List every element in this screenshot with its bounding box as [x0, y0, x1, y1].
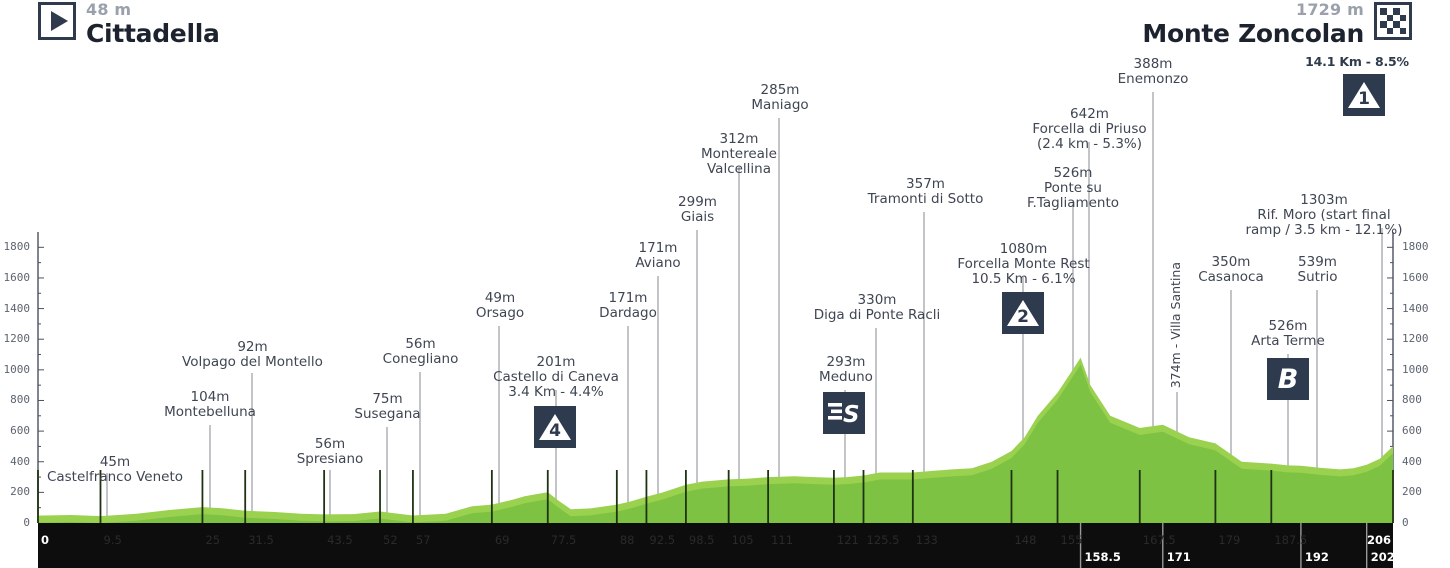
poi-label-tramonti: 357m Tramonti di Sotto [867, 176, 984, 207]
poi-label-volpago: 92m Volpago del Montello [182, 339, 323, 370]
y-tick-left-1600: 1600 [3, 270, 31, 284]
km-tick-155: 155 [1060, 533, 1083, 547]
poi-label-casanoca: 350m Casanoca [1198, 254, 1264, 285]
poi-label-enemonzo: 388m Enemonzo [1117, 56, 1189, 87]
profile-header: 48 m Cittadella 1729 m Monte Zoncolan [0, 0, 1450, 52]
y-tick-right-800: 800 [1402, 393, 1422, 407]
km-tick-125.5: 125.5 [866, 533, 900, 547]
poi-label-aviano: 171m Aviano [635, 240, 681, 271]
y-tick-right-1600: 1600 [1402, 270, 1429, 284]
start-altitude: 48 m [86, 0, 132, 19]
km-tick-lower-192: 192 [1304, 550, 1329, 564]
poi-label-castello: 201m Castello di Caneva 3.4 Km - 4.4% [493, 354, 619, 400]
poi-label-spresiano: 56m Spresiano [296, 436, 364, 467]
poi-label-castelfranco: 45m Castelfranco Veneto [46, 454, 184, 485]
km-tick-69: 69 [494, 533, 510, 547]
y-tick-right-200: 200 [1402, 485, 1422, 499]
poi-label-pontesu: 526m Ponte su F.Tagliamento [1026, 165, 1120, 211]
y-tick-left-800: 800 [10, 393, 30, 407]
final-climb-summary: 14.1 Km - 8.5% 1 [1305, 54, 1412, 116]
y-tick-right-600: 600 [1402, 424, 1422, 438]
km-tick-148: 148 [1014, 533, 1037, 547]
play-icon [50, 11, 68, 31]
y-tick-right-1400: 1400 [1402, 301, 1429, 315]
poi-label-artaterme: 526m Arta Terme [1251, 318, 1325, 349]
km-tick-167.5: 167.5 [1142, 533, 1176, 547]
y-tick-left-1800: 1800 [3, 240, 31, 254]
km-tick-lower-158.5: 158.5 [1084, 550, 1121, 564]
finish-altitude: 1729 m [1296, 0, 1364, 19]
final-climb-category: 1 [1358, 89, 1370, 109]
poi-label-montebelluna: 104m Montebelluna [164, 389, 256, 420]
km-tick-9.5: 9.5 [103, 533, 122, 547]
km-tick-206: 206 [1367, 533, 1392, 547]
km-tick-179: 179 [1218, 533, 1241, 547]
finish-city: Monte Zoncolan [1142, 19, 1364, 48]
y-tick-left-600: 600 [10, 424, 30, 438]
km-tick-lower-202: 202 [1370, 550, 1395, 564]
y-tick-right-1200: 1200 [1402, 332, 1429, 346]
poi-label-sutrio: 539m Sutrio [1297, 254, 1338, 285]
km-tick-43.5: 43.5 [327, 533, 353, 547]
intermediate-sprint-icon: S [823, 392, 865, 434]
poi-label-monterest: 1080m Forcella Monte Rest 10.5 Km - 6.1% [957, 241, 1090, 287]
km-tick-lower-171: 171 [1166, 550, 1191, 564]
poi-label-diga: 330m Diga di Ponte Racli [813, 292, 941, 323]
km-tick-187.5: 187.5 [1274, 533, 1308, 547]
bonus-sprint-icon: B [1267, 358, 1309, 400]
climb-category-1-icon: 1 [1343, 74, 1385, 116]
svg-text:S: S [843, 402, 860, 426]
km-tick-0: 0 [41, 533, 50, 547]
km-tick-133: 133 [915, 533, 938, 547]
poi-label-susegana: 75m Susegana [354, 391, 421, 422]
y-tick-left-1400: 1400 [3, 301, 31, 315]
km-tick-25: 25 [205, 533, 221, 547]
y-tick-left-1200: 1200 [3, 332, 31, 346]
poi-label-maniago: 285m Maniago [751, 82, 809, 113]
km-tick-57: 57 [415, 533, 431, 547]
y-tick-right-1800: 1800 [1402, 240, 1429, 254]
y-tick-right-1000: 1000 [1402, 362, 1429, 376]
km-tick-98.5: 98.5 [688, 533, 715, 547]
checkered-flag-icon [1380, 8, 1406, 34]
start-icon-box [38, 2, 76, 40]
km-tick-88: 88 [619, 533, 635, 547]
km-tick-92.5: 92.5 [649, 533, 676, 547]
climb-category-2-icon: 2 [1002, 292, 1044, 334]
stage-finish: 1729 m Monte Zoncolan [1142, 2, 1412, 46]
poi-label-dardago: 171m Dardago [599, 290, 657, 321]
km-tick-77.5: 77.5 [550, 533, 577, 547]
final-climb-stats: 14.1 Km - 8.5% [1305, 54, 1409, 69]
poi-label-orsago: 49m Orsago [475, 290, 525, 321]
start-city: Cittadella [86, 19, 220, 48]
km-tick-105: 105 [731, 533, 754, 547]
km-tick-31.5: 31.5 [248, 533, 274, 547]
poi-label-rifmoro: 1303m Rif. Moro (start final ramp / 3.5 … [1245, 192, 1403, 238]
poi-label-conegliano: 56m Conegliano [382, 336, 459, 367]
y-tick-left-0: 0 [23, 516, 30, 529]
poi-label-meduno: 293m Meduno [819, 354, 873, 385]
stage-start: 48 m Cittadella [38, 2, 220, 46]
km-tick-121: 121 [836, 533, 859, 547]
finish-icon-box [1374, 2, 1412, 40]
y-tick-left-1000: 1000 [3, 362, 31, 376]
climb-category-4-icon: 4 [534, 406, 576, 448]
km-tick-52: 52 [383, 533, 398, 547]
y-tick-right-0: 0 [1402, 516, 1409, 529]
y-tick-right-400: 400 [1402, 454, 1422, 468]
y-tick-left-200: 200 [10, 485, 30, 499]
y-tick-left-400: 400 [10, 454, 30, 468]
poi-label-giais: 299m Giais [678, 194, 717, 225]
poi-label-montereale: 312m Montereale Valcellina [701, 131, 777, 177]
km-tick-111: 111 [771, 533, 794, 547]
poi-label-priuso: 642m Forcella di Priuso (2.4 km - 5.3%) [1032, 106, 1147, 152]
